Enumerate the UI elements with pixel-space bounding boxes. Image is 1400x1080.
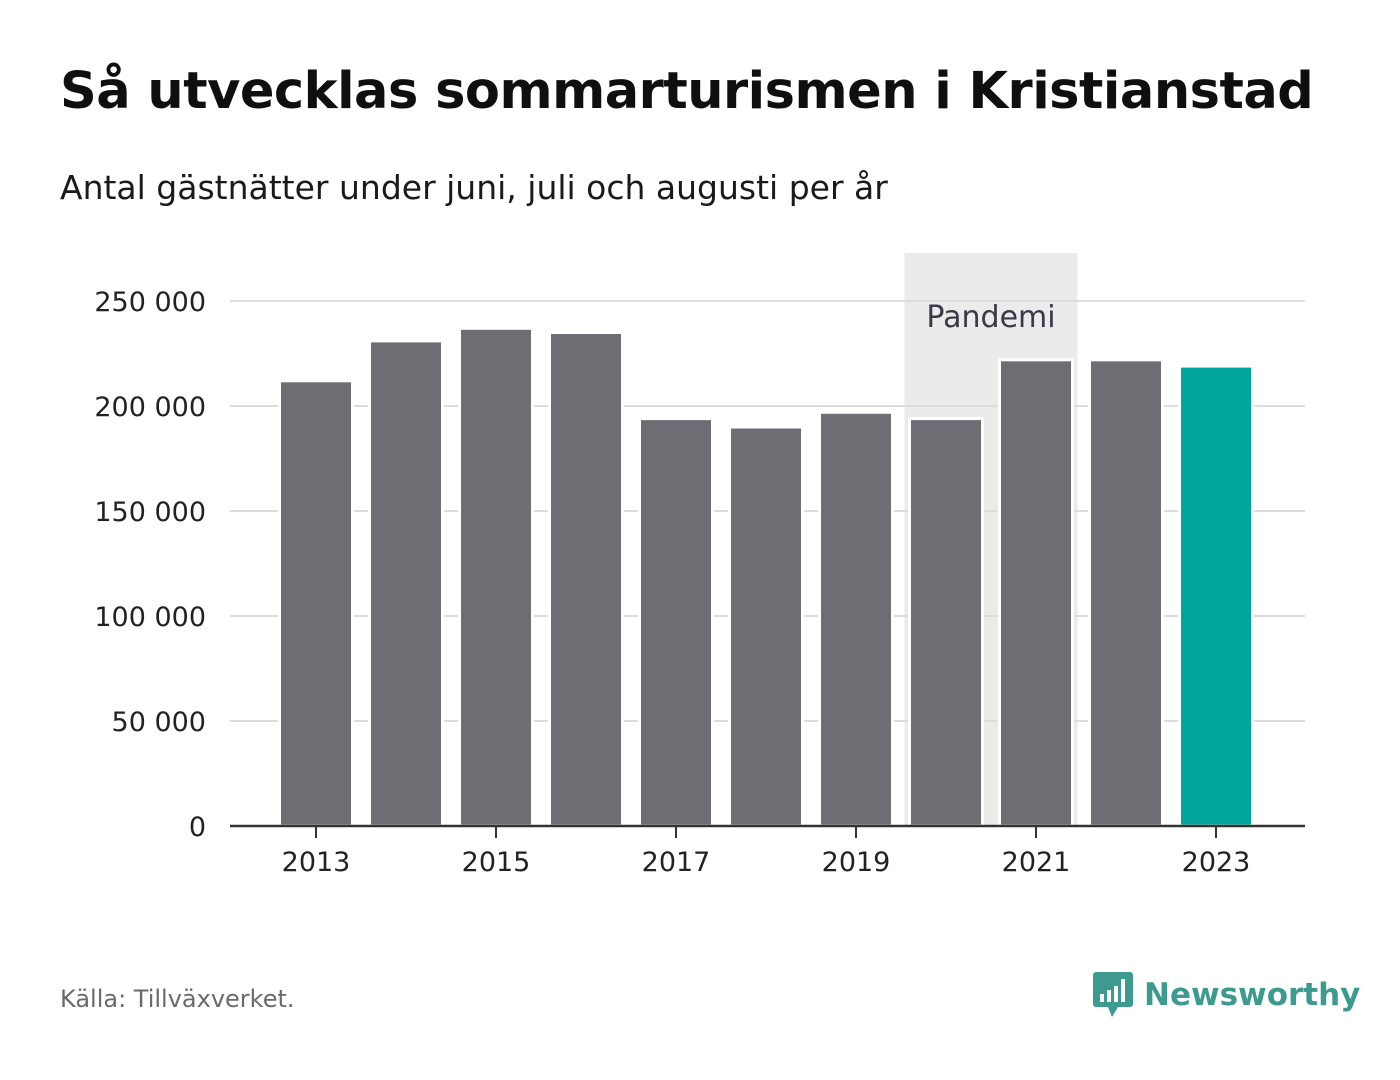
bar-2017 <box>638 417 714 828</box>
x-tick-label: 2023 <box>1182 847 1251 878</box>
y-tick-label: 100 000 <box>94 602 206 633</box>
bar-2015 <box>458 326 534 828</box>
y-tick-label: 150 000 <box>94 497 206 528</box>
bar-2021 <box>998 358 1074 828</box>
y-tick-label: 250 000 <box>94 287 206 318</box>
x-tick-label: 2013 <box>282 847 351 878</box>
bar-2019 <box>818 410 894 828</box>
chart-title: Så utvecklas sommarturismen i Kristianst… <box>60 62 1314 121</box>
annotation-label-pandemi: Pandemi <box>926 300 1055 335</box>
bar-2018 <box>728 425 804 828</box>
bar-2014 <box>368 339 444 828</box>
y-tick-label: 0 <box>189 812 206 843</box>
bar-2022 <box>1088 358 1164 828</box>
y-tick-label: 200 000 <box>94 392 206 423</box>
newsworthy-logo-icon <box>1093 972 1133 1017</box>
x-tick-label: 2021 <box>1002 847 1071 878</box>
bar-2013 <box>278 379 354 828</box>
bar-2016 <box>548 331 624 828</box>
brand-name: Newsworthy <box>1144 977 1361 1013</box>
x-tick-label: 2015 <box>462 847 531 878</box>
bar-2023 <box>1178 364 1254 828</box>
brand-logo: Newsworthy <box>1092 970 1360 1020</box>
y-tick-label: 50 000 <box>112 707 206 738</box>
chart-subtitle: Antal gästnätter under juni, juli och au… <box>60 168 888 207</box>
bar-2020 <box>908 417 984 828</box>
source-note: Källa: Tillväxverket. <box>60 985 295 1013</box>
x-tick-label: 2017 <box>642 847 711 878</box>
x-tick-label: 2019 <box>822 847 891 878</box>
